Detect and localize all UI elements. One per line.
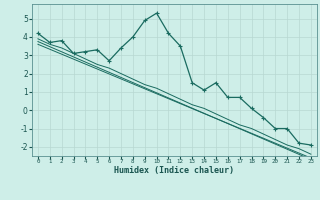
X-axis label: Humidex (Indice chaleur): Humidex (Indice chaleur) <box>115 166 234 175</box>
